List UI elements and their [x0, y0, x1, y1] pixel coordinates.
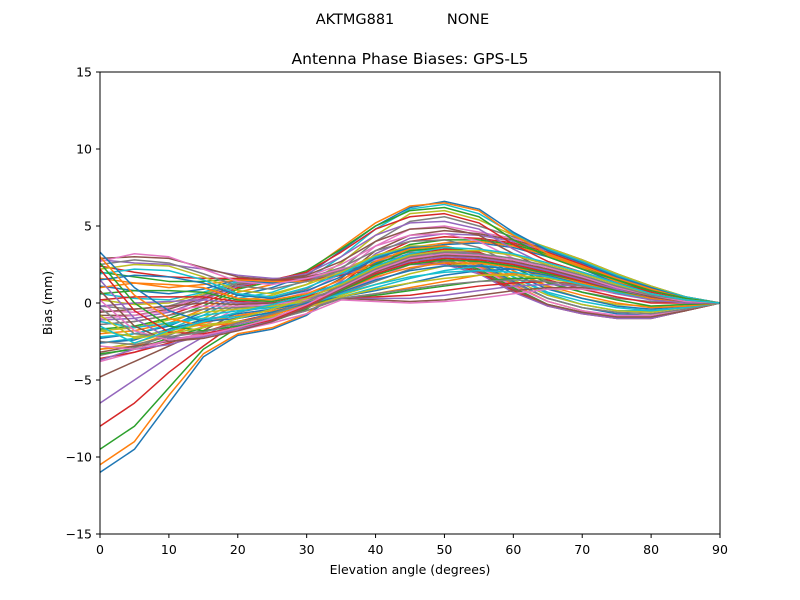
x-axis-label: Elevation angle (degrees) — [330, 562, 491, 577]
series-line-az-49 — [99, 269, 721, 329]
y-axis-label: Bias (mm) — [40, 271, 55, 335]
series-line-az-18 — [99, 245, 721, 307]
x-tick-label: 50 — [436, 542, 452, 557]
series-line-az-17 — [99, 239, 720, 310]
series-line-az-32 — [99, 246, 721, 307]
y-tick-label: 10 — [76, 142, 92, 157]
ticks-layer: 0 10 20 30 40 50 60 70 80 90 −15 −10 −5 0 5 10 15 — [66, 65, 728, 558]
x-tick-label: 80 — [643, 542, 659, 557]
chart-title: Antenna Phase Biases: GPS-L5 — [292, 50, 529, 68]
x-tick-label: 20 — [230, 542, 246, 557]
x-tick-label: 30 — [299, 542, 315, 557]
y-tick-label: 0 — [84, 296, 92, 311]
y-tick-label: 15 — [76, 65, 92, 80]
series-line-az-57 — [99, 251, 721, 338]
series-line-az-27 — [99, 251, 721, 315]
series-line-az-30 — [99, 245, 721, 310]
series-layer — [99, 200, 721, 474]
y-tick-label: 5 — [84, 219, 92, 234]
series-line-az-59 — [99, 246, 721, 344]
series-line-az-58 — [99, 249, 721, 340]
chart-suptitle-radome: NONE — [447, 12, 489, 28]
x-tick-label: 70 — [574, 542, 590, 557]
x-tick-label: 0 — [96, 542, 104, 557]
series-line-az-31 — [99, 245, 721, 309]
x-tick-label: 60 — [505, 542, 521, 557]
x-tick-label: 10 — [161, 542, 177, 557]
plot-frame — [99, 71, 721, 535]
y-tick-label: −5 — [74, 373, 92, 388]
x-tick-label: 90 — [712, 542, 728, 557]
series-line-az-54 — [99, 256, 721, 340]
y-tick-label: −10 — [66, 450, 92, 465]
chart-suptitle-station: AKTMG881 — [316, 12, 395, 28]
series-line-az-56 — [99, 252, 721, 341]
y-tick-label: −15 — [66, 527, 92, 542]
series-line-az-52 — [99, 259, 721, 332]
x-tick-label: 40 — [368, 542, 384, 557]
